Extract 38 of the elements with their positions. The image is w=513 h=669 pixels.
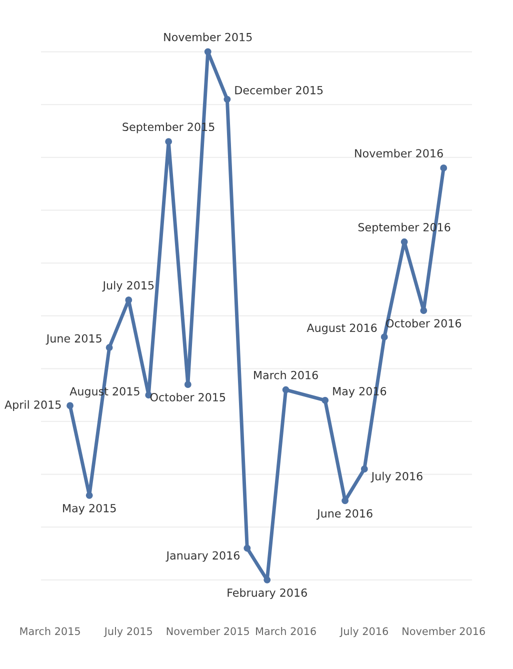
annotation: November 2015 [164,32,252,42]
x-tick-label: July 2015 [104,627,152,638]
point [204,48,212,56]
x-tick-label: March 2016 [256,627,316,636]
x-tick-label: November 2015 [166,627,249,636]
point [165,138,172,146]
point [440,164,448,172]
point [322,396,329,404]
point [360,466,368,472]
point [224,96,231,103]
point [400,238,408,246]
point [420,307,428,314]
point [342,497,349,504]
x-tick-label: March 2015 [20,627,80,636]
annotation: October 2015 [150,392,226,402]
annotation: December 2015 [235,86,323,94]
annotation: June 2016 [316,509,372,520]
point [244,544,251,552]
point [86,492,93,499]
annotation: March 2016 [254,370,318,380]
point [264,576,271,584]
point [106,344,113,351]
annotation: August 2016 [306,324,377,334]
annotation: May 2015 [63,504,116,514]
x-tick-label: November 2016 [402,627,485,636]
point [380,333,388,340]
point [184,381,192,388]
annotation: February 2016 [228,588,307,600]
annotation: January 2016 [166,551,240,562]
annotation: July 2015 [102,280,154,292]
point [282,386,290,394]
annotation: November 2016 [355,148,443,158]
x-tick-label: July 2016 [340,627,388,638]
point [125,296,132,304]
annotation: July 2016 [370,472,422,483]
point [66,402,74,410]
annotation: April 2015 [4,400,61,411]
annotation: June 2015 [46,334,102,345]
